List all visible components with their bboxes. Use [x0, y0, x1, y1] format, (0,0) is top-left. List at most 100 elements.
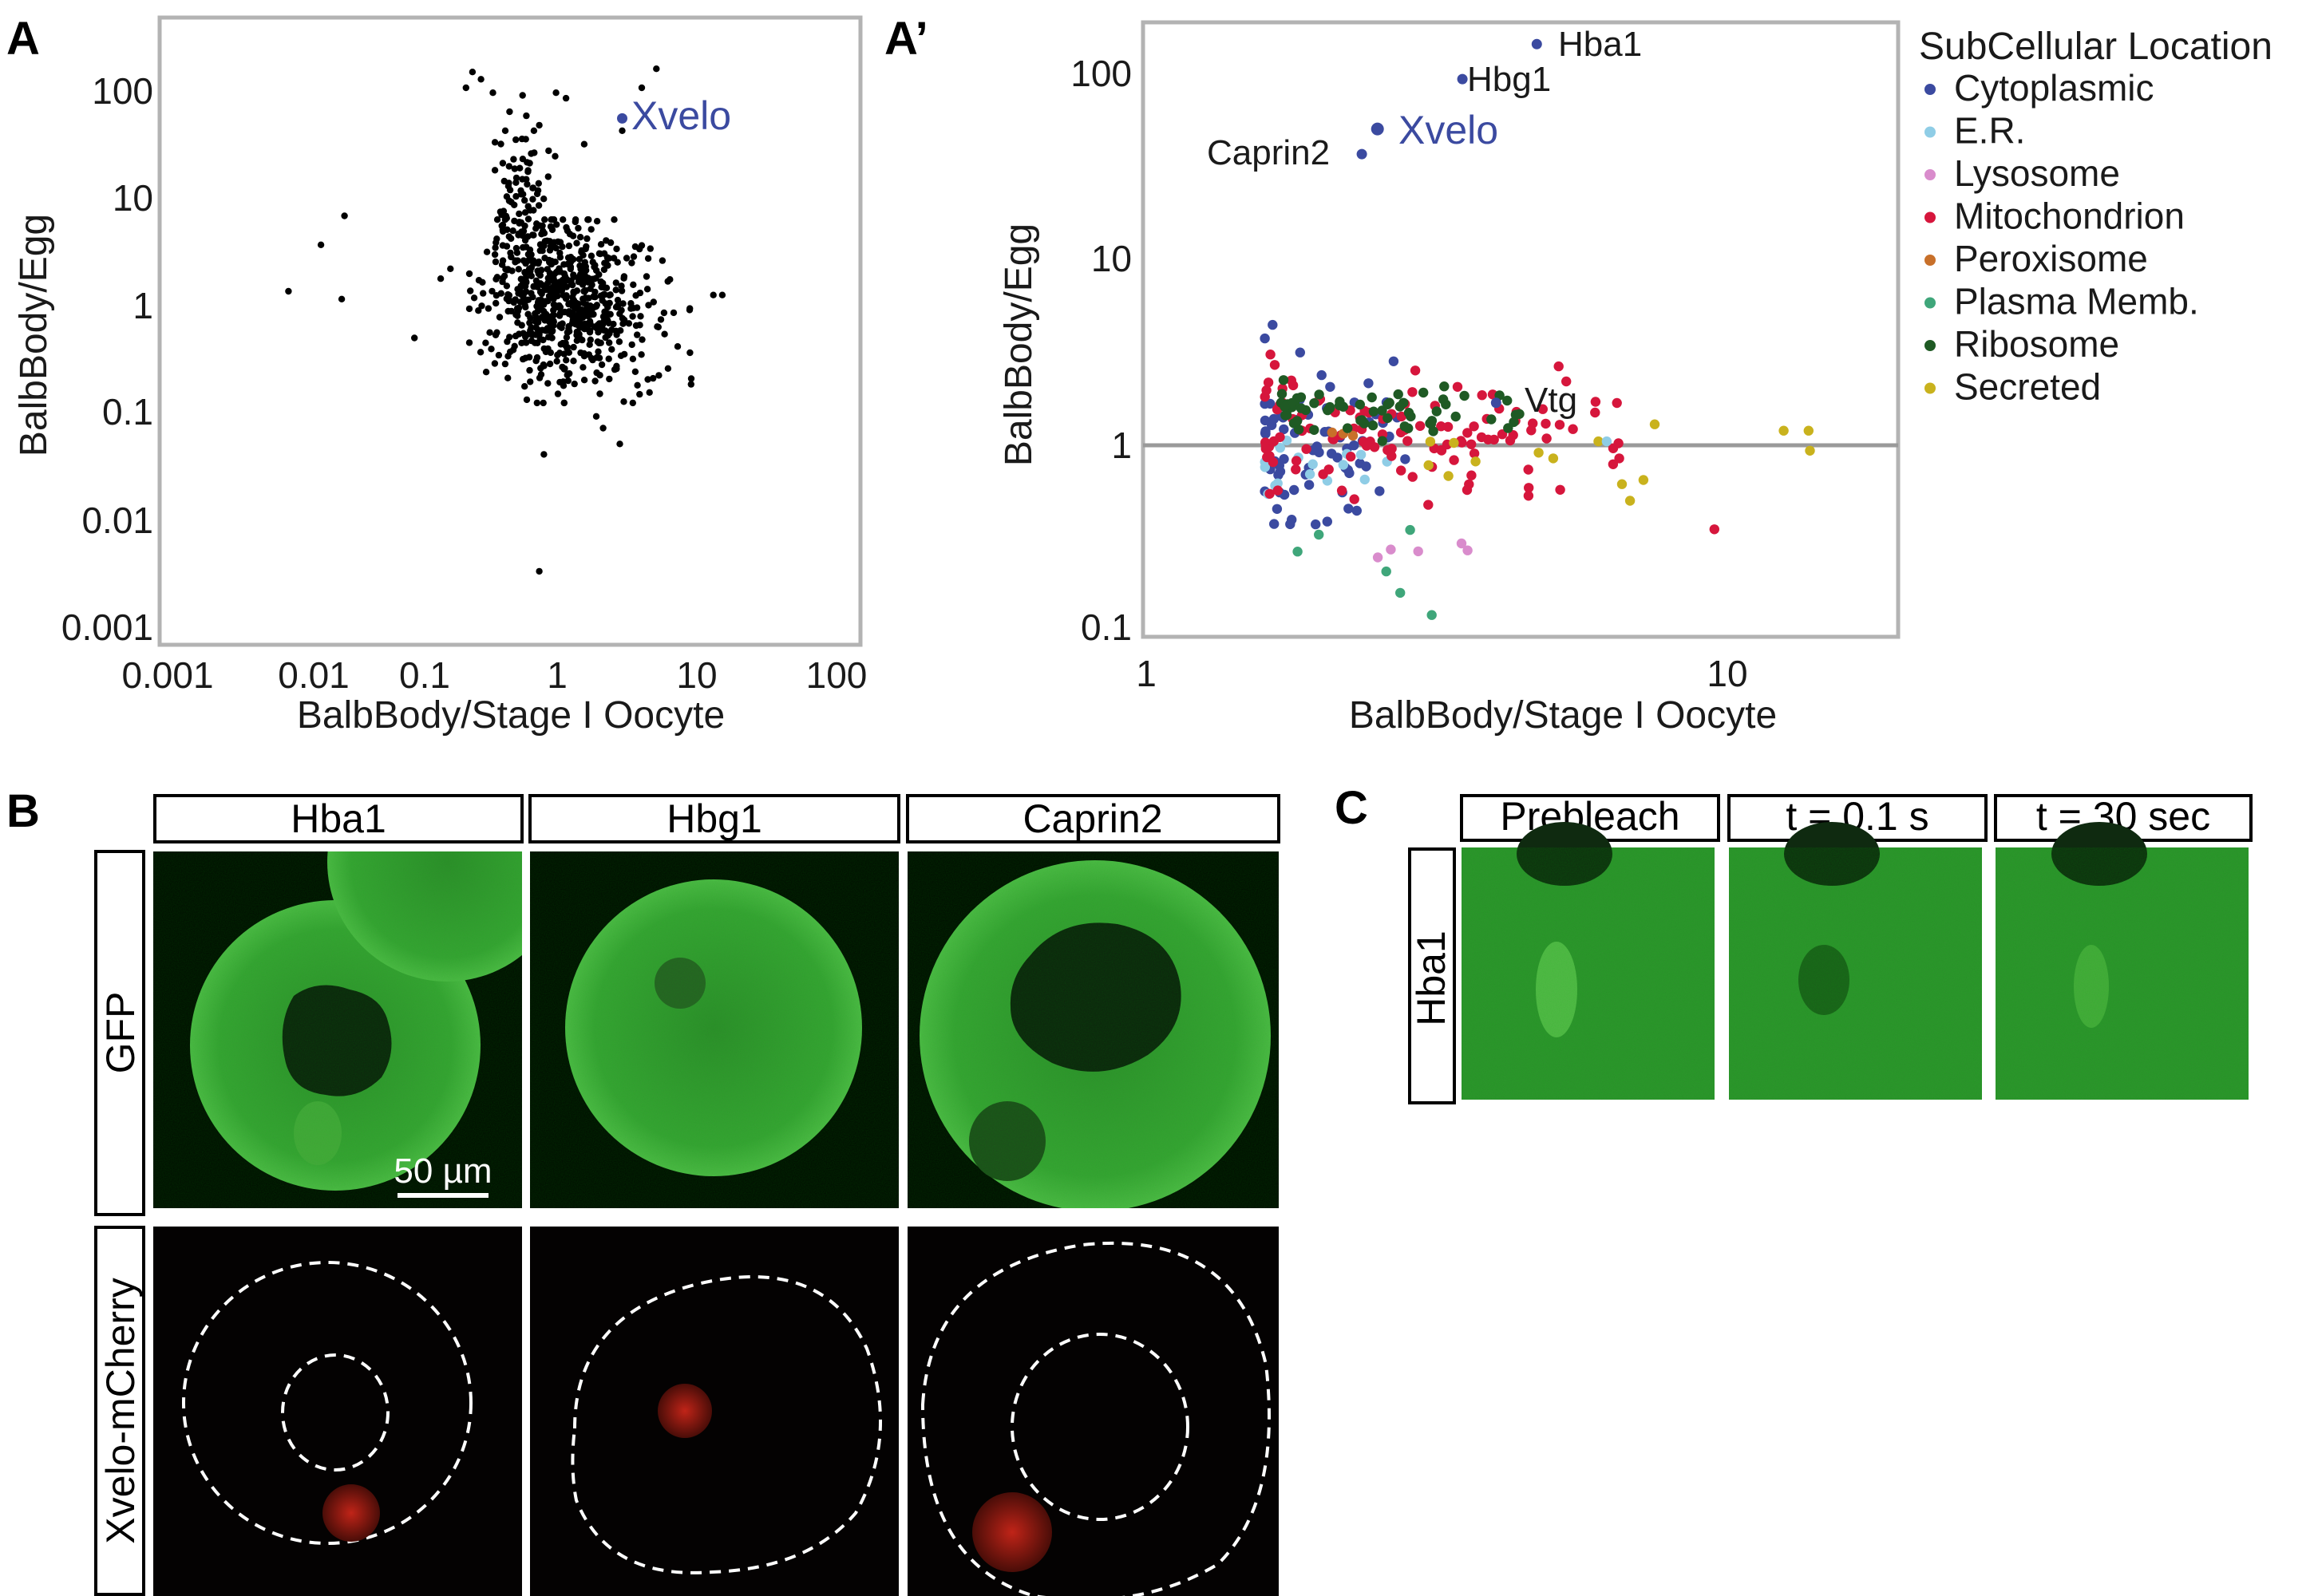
data-point	[1523, 491, 1534, 501]
panel-a-letter: A	[6, 13, 40, 65]
data-point	[603, 310, 611, 318]
data-point	[499, 257, 507, 264]
data-point	[504, 267, 511, 274]
data-point	[1375, 486, 1385, 496]
data-point	[533, 190, 541, 198]
data-point	[535, 180, 542, 187]
data-point	[495, 351, 503, 359]
data-point	[1361, 461, 1371, 472]
data-point	[533, 302, 540, 310]
data-point	[556, 249, 564, 257]
data-point	[579, 336, 586, 344]
data-point	[686, 349, 694, 357]
data-point	[1548, 453, 1559, 464]
data-point	[592, 413, 600, 420]
data-point	[576, 310, 583, 318]
data-point	[1304, 469, 1315, 480]
data-point	[644, 376, 651, 383]
data-point	[628, 259, 635, 267]
data-point	[630, 281, 637, 288]
data-point	[521, 302, 528, 309]
data-point	[529, 196, 536, 203]
data-point	[620, 398, 627, 405]
data-point	[1319, 427, 1330, 437]
data-point	[1260, 392, 1270, 402]
data-point	[1351, 505, 1363, 516]
data-point	[1443, 471, 1454, 481]
y-tick-label: 0.1	[1081, 606, 1132, 648]
panel-a-points	[285, 65, 726, 575]
data-point	[570, 343, 577, 351]
data-point	[1502, 395, 1513, 406]
data-point	[1338, 460, 1349, 470]
data-point	[573, 337, 580, 344]
data-point	[506, 108, 513, 116]
data-point	[572, 321, 580, 328]
frap-frame-prebleach	[1462, 822, 1715, 1100]
y-tick-label: 100	[1070, 53, 1132, 94]
data-point	[532, 277, 540, 284]
data-point	[514, 257, 521, 264]
data-point	[1323, 464, 1334, 475]
data-point	[529, 184, 537, 192]
data-point	[519, 92, 526, 99]
legend-marker	[1924, 255, 1936, 266]
data-point	[1368, 406, 1379, 417]
data-point	[569, 232, 577, 239]
data-point	[521, 383, 528, 390]
panel-a-plot-frame	[157, 15, 863, 647]
data-point	[512, 192, 520, 200]
data-point	[1295, 403, 1307, 413]
micrograph-gfp-hba1: 50 µm	[153, 851, 522, 1208]
data-point	[548, 216, 556, 223]
data-point	[618, 282, 625, 290]
data-point	[1349, 494, 1359, 504]
data-point	[465, 305, 473, 313]
data-point	[462, 84, 469, 92]
data-point	[591, 294, 599, 301]
data-point	[1407, 472, 1418, 482]
data-point	[583, 235, 591, 243]
data-point	[482, 369, 490, 376]
data-point	[606, 375, 613, 383]
data-point	[613, 245, 620, 253]
data-point	[644, 255, 652, 263]
data-point	[1541, 418, 1551, 429]
data-point	[1612, 397, 1622, 409]
data-point	[519, 176, 526, 183]
data-point	[1805, 445, 1815, 456]
data-point	[1276, 389, 1288, 399]
data-point	[586, 329, 594, 336]
data-point	[1280, 401, 1290, 412]
data-point	[1561, 376, 1572, 387]
x-tick-label: 1	[547, 654, 568, 696]
panel-a-y-axis-title: BalbBody/Egg	[13, 214, 55, 456]
data-point	[1278, 375, 1289, 385]
data-point	[554, 292, 561, 300]
data-point	[1268, 413, 1280, 425]
data-point	[1272, 478, 1283, 488]
y-tick-label: 10	[113, 177, 153, 219]
data-point	[524, 257, 532, 264]
data-point	[564, 345, 571, 352]
data-point	[560, 365, 568, 373]
y-tick-label: 10	[1091, 238, 1132, 279]
data-point	[510, 156, 517, 163]
data-point	[1400, 454, 1410, 464]
data-point	[511, 201, 518, 208]
data-point	[515, 304, 523, 312]
panel-a-prime-y-tick-labels: 100 10 1 0.1	[1070, 53, 1132, 648]
data-point	[1260, 333, 1270, 344]
data-point	[480, 290, 487, 297]
panel-a-prime: A’ 100 10 1 0.1 1 10 BalbBody/Stage I Oo…	[884, 13, 2273, 737]
data-point	[562, 295, 570, 302]
data-point	[515, 231, 522, 239]
data-point	[1396, 411, 1407, 422]
data-point	[596, 390, 603, 397]
data-point	[1355, 449, 1367, 460]
x-tick-label: 0.001	[121, 654, 213, 696]
x-tick-label: 0.01	[278, 654, 350, 696]
data-point	[1490, 397, 1501, 409]
data-point	[1356, 148, 1367, 160]
